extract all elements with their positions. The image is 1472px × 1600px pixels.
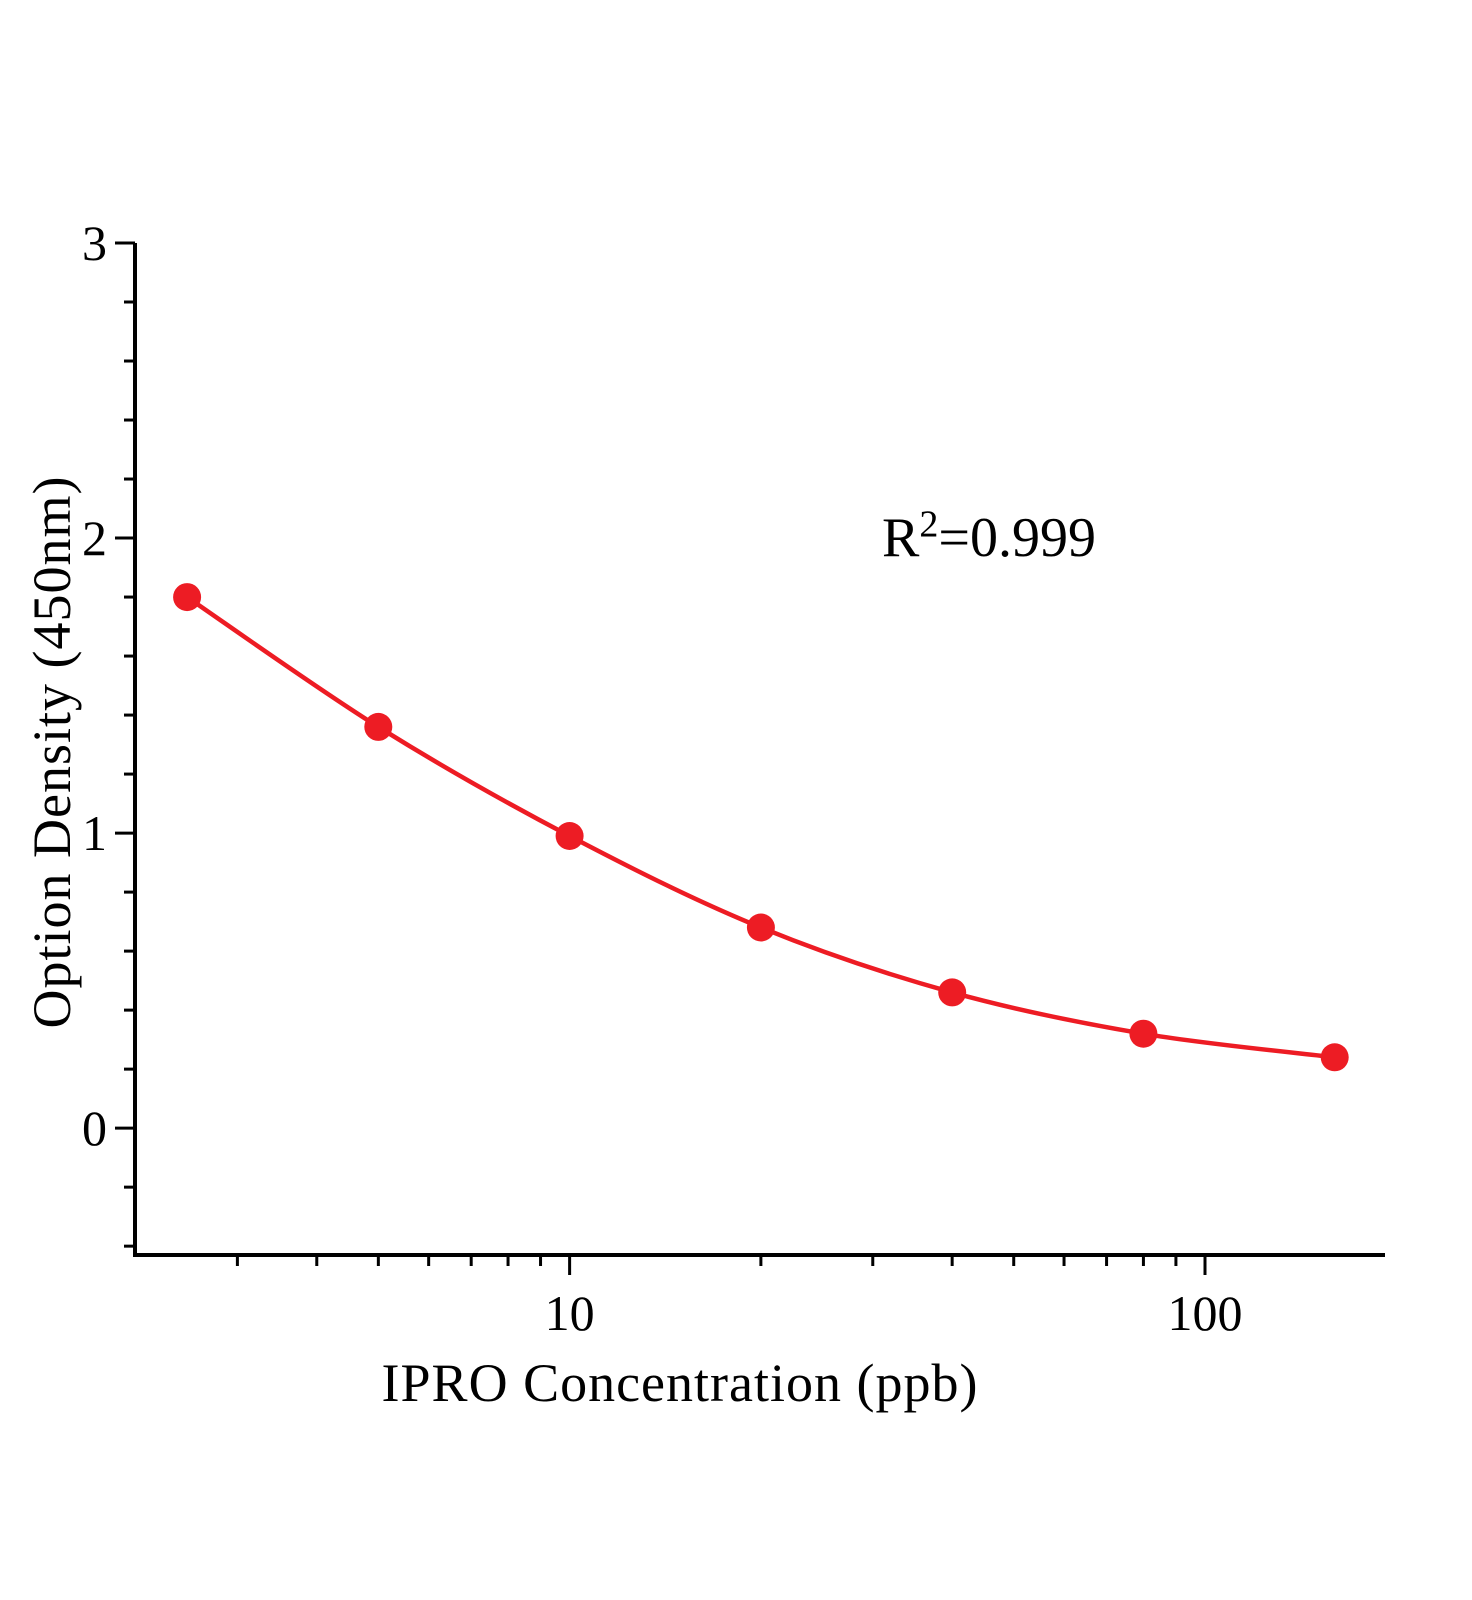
r-squared-value: =0.999: [938, 507, 1096, 569]
data-point: [555, 822, 584, 850]
x-axis-label: IPRO Concentration (ppb): [381, 1353, 979, 1413]
x-tick-label: 100: [1167, 1285, 1242, 1341]
standard-curve-line: [185, 595, 1335, 1060]
r-squared-annotation: R2=0.999: [882, 503, 1096, 570]
data-point: [1129, 1019, 1158, 1048]
data-point: [746, 913, 775, 942]
y-tick-label: 3: [82, 215, 107, 271]
data-point: [173, 583, 202, 612]
data-point: [364, 712, 393, 741]
y-tick-label: 1: [82, 805, 107, 861]
y-axis-label: Option Density (450nm): [22, 475, 82, 1029]
r-squared-exponent: 2: [919, 503, 939, 546]
r-squared-prefix: R: [882, 507, 920, 569]
y-tick-label: 0: [82, 1100, 107, 1156]
x-tick-label: 10: [545, 1285, 595, 1341]
data-point: [1320, 1043, 1349, 1072]
data-point: [938, 978, 967, 1007]
y-tick-label: 2: [82, 510, 107, 566]
